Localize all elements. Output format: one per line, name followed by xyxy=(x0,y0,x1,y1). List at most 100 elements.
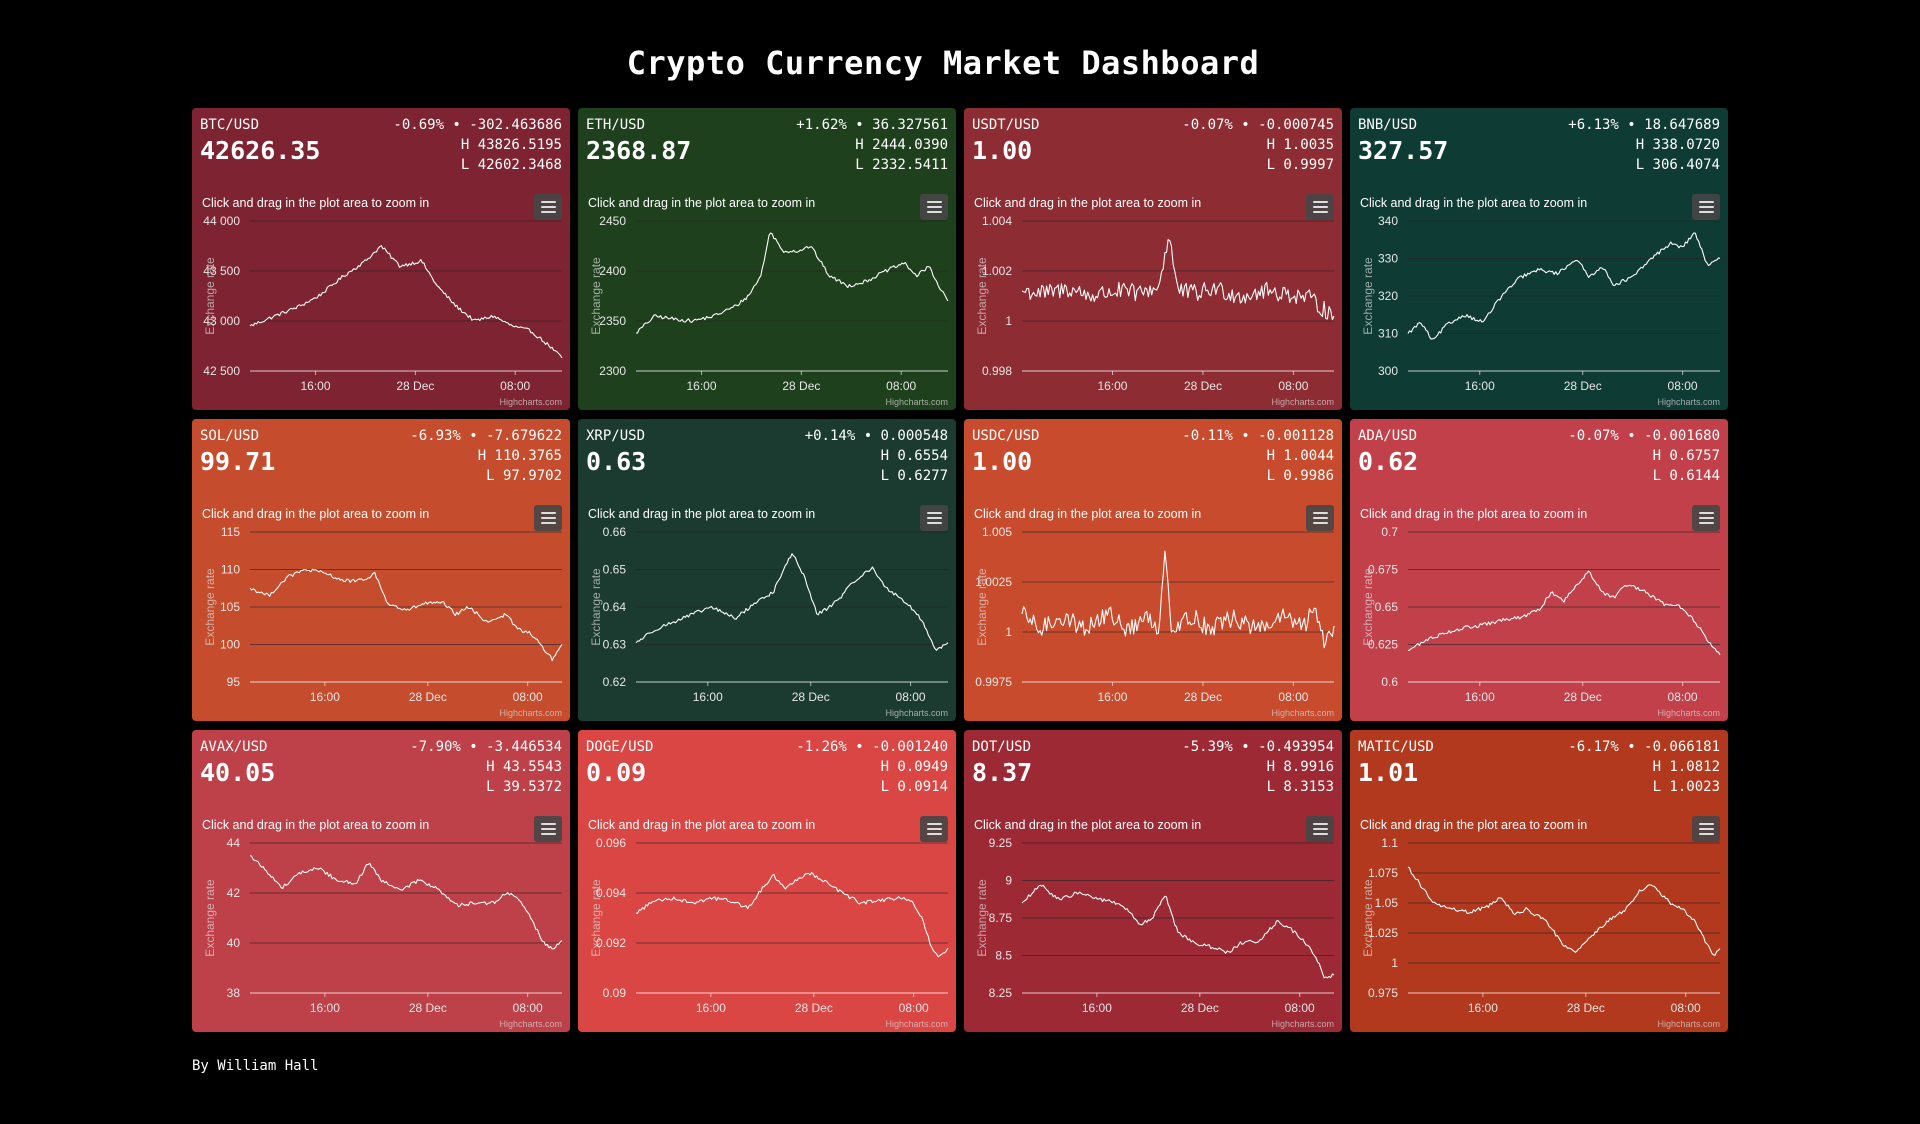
y-tick-label: 2400 xyxy=(599,264,626,278)
y-axis-label: Exchange rate xyxy=(975,257,989,335)
y-tick-label: 1.05 xyxy=(1375,896,1399,910)
x-tick-label: 16:00 xyxy=(310,1001,340,1015)
y-tick-label: 0.62 xyxy=(603,675,627,689)
price-value: 1.01 xyxy=(1358,758,1419,787)
y-tick-label: 1.002 xyxy=(982,264,1012,278)
y-tick-label: 0.094 xyxy=(596,886,626,900)
change-value: -5.39% • -0.493954 xyxy=(1182,739,1334,755)
line-chart[interactable]: 42 500 43 000 43 500 44 000 Exchange rate 16:… xyxy=(192,216,570,404)
line-chart[interactable]: 2300 2350 2400 2450 Exchange rate 16:00 28 Dec… xyxy=(578,216,956,404)
y-tick-label: 9.25 xyxy=(989,838,1013,850)
price-value: 42626.35 xyxy=(200,136,321,165)
highcharts-credit[interactable]: Highcharts.com xyxy=(1657,708,1720,718)
x-tick-label: 16:00 xyxy=(1097,690,1127,704)
pair-label: USDC/USD xyxy=(972,428,1040,444)
y-axis-label: Exchange rate xyxy=(1361,257,1375,335)
line-chart[interactable]: 0.62 0.63 0.64 0.65 0.66 Exchange rate 16:00 28… xyxy=(578,527,956,715)
line-chart[interactable]: 300 310 320 330 340 Exchange rate 16:00 28 Dec 0… xyxy=(1350,216,1728,404)
line-chart[interactable]: 95 100 105 110 115 Exchange rate 16:00 28 Dec 08… xyxy=(192,527,570,715)
y-axis-label: Exchange rate xyxy=(975,879,989,957)
price-value: 0.09 xyxy=(586,758,647,787)
hamburger-menu-icon[interactable] xyxy=(920,194,948,220)
y-tick-label: 38 xyxy=(227,986,241,1000)
y-tick-label: 44 xyxy=(227,838,241,850)
hamburger-menu-icon[interactable] xyxy=(534,816,562,842)
line-chart[interactable]: 0.9975 1 1.0025 1.005 Exchange rate 16:00 28 D… xyxy=(964,527,1342,715)
price-value: 0.63 xyxy=(586,447,647,476)
high-value: H 1.0044 xyxy=(1266,448,1334,464)
x-tick-label: 16:00 xyxy=(1082,1001,1112,1015)
y-tick-label: 43 000 xyxy=(203,314,240,328)
highcharts-credit[interactable]: Highcharts.com xyxy=(499,708,562,718)
price-value: 2368.87 xyxy=(586,136,692,165)
y-tick-label: 42 xyxy=(227,886,241,900)
line-chart[interactable]: 0.975 1 1.025 1.05 1.075 1.1 Exchange rate 16:0… xyxy=(1350,838,1728,1026)
series-line xyxy=(1407,232,1721,340)
y-tick-label: 0.09 xyxy=(603,986,627,1000)
x-tick-label: 16:00 xyxy=(1465,690,1495,704)
y-axis-label: Exchange rate xyxy=(589,257,603,335)
pair-label: MATIC/USD xyxy=(1358,739,1434,755)
highcharts-credit[interactable]: Highcharts.com xyxy=(1271,708,1334,718)
y-tick-label: 1 xyxy=(1005,625,1012,639)
pair-label: USDT/USD xyxy=(972,117,1040,133)
line-chart[interactable]: 0.09 0.092 0.094 0.096 Exchange rate 16:00 28 … xyxy=(578,838,956,1026)
coin-card: ETH/USD 2368.87 +1.62% • 36.327561 H 2444.0… xyxy=(578,108,956,410)
high-value: H 43.5543 xyxy=(486,759,562,775)
price-value: 40.05 xyxy=(200,758,276,787)
author-footer: By William Hall xyxy=(192,1058,319,1074)
hamburger-menu-icon[interactable] xyxy=(1692,505,1720,531)
line-chart[interactable]: 8.25 8.5 8.75 9 9.25 Exchange rate 16:00 28 Dec… xyxy=(964,838,1342,1026)
highcharts-credit[interactable]: Highcharts.com xyxy=(885,397,948,407)
x-tick-label: 08:00 xyxy=(896,690,926,704)
price-value: 1.00 xyxy=(972,136,1033,165)
x-tick-label: 28 Dec xyxy=(396,379,434,393)
line-chart[interactable]: 0.6 0.625 0.65 0.675 0.7 Exchange rate 16:00 28… xyxy=(1350,527,1728,715)
y-tick-label: 0.975 xyxy=(1368,986,1398,1000)
y-axis-label: Exchange rate xyxy=(1361,879,1375,957)
chart-grid: BTC/USD 42626.35 -0.69% • -302.463686 H 438… xyxy=(192,108,1728,1032)
y-tick-label: 95 xyxy=(227,675,241,689)
hamburger-menu-icon[interactable] xyxy=(534,505,562,531)
highcharts-credit[interactable]: Highcharts.com xyxy=(1657,397,1720,407)
highcharts-credit[interactable]: Highcharts.com xyxy=(499,397,562,407)
line-chart[interactable]: 38 40 42 44 Exchange rate 16:00 28 Dec 08:00 xyxy=(192,838,570,1026)
x-tick-label: 16:00 xyxy=(687,379,717,393)
y-axis-label: Exchange rate xyxy=(589,879,603,957)
y-axis-label: Exchange rate xyxy=(203,879,217,957)
y-tick-label: 0.625 xyxy=(1368,638,1398,652)
zoom-hint: Click and drag in the plot area to zoom … xyxy=(202,196,430,210)
highcharts-credit[interactable]: Highcharts.com xyxy=(885,1019,948,1029)
y-tick-label: 0.9975 xyxy=(975,675,1012,689)
hamburger-menu-icon[interactable] xyxy=(1692,816,1720,842)
coin-card: XRP/USD 0.63 +0.14% • 0.000548 H 0.6554 L 0.… xyxy=(578,419,956,721)
hamburger-menu-icon[interactable] xyxy=(1306,816,1334,842)
zoom-hint: Click and drag in the plot area to zoom … xyxy=(202,818,430,832)
highcharts-credit[interactable]: Highcharts.com xyxy=(1657,1019,1720,1029)
hamburger-menu-icon[interactable] xyxy=(920,505,948,531)
hamburger-menu-icon[interactable] xyxy=(1306,505,1334,531)
hamburger-menu-icon[interactable] xyxy=(920,816,948,842)
change-value: -1.26% • -0.001240 xyxy=(796,739,948,755)
highcharts-credit[interactable]: Highcharts.com xyxy=(1271,1019,1334,1029)
hamburger-menu-icon[interactable] xyxy=(1692,194,1720,220)
y-tick-label: 320 xyxy=(1378,289,1398,303)
highcharts-credit[interactable]: Highcharts.com xyxy=(885,708,948,718)
change-value: +0.14% • 0.000548 xyxy=(804,428,948,444)
highcharts-credit[interactable]: Highcharts.com xyxy=(1271,397,1334,407)
low-value: L 8.3153 xyxy=(1266,779,1334,795)
hamburger-menu-icon[interactable] xyxy=(534,194,562,220)
y-tick-label: 1 xyxy=(1391,956,1398,970)
high-value: H 0.0949 xyxy=(880,759,948,775)
change-value: +6.13% • 18.647689 xyxy=(1568,117,1720,133)
pair-label: DOT/USD xyxy=(972,739,1032,755)
change-value: +1.62% • 36.327561 xyxy=(796,117,948,133)
series-line xyxy=(1021,550,1335,649)
highcharts-credit[interactable]: Highcharts.com xyxy=(499,1019,562,1029)
y-tick-label: 0.096 xyxy=(596,838,626,850)
page-title: Crypto Currency Market Dashboard xyxy=(626,44,1260,82)
x-tick-label: 16:00 xyxy=(310,690,340,704)
low-value: L 2332.5411 xyxy=(855,157,948,173)
hamburger-menu-icon[interactable] xyxy=(1306,194,1334,220)
line-chart[interactable]: 0.998 1 1.002 1.004 Exchange rate 16:00 28 Dec… xyxy=(964,216,1342,404)
